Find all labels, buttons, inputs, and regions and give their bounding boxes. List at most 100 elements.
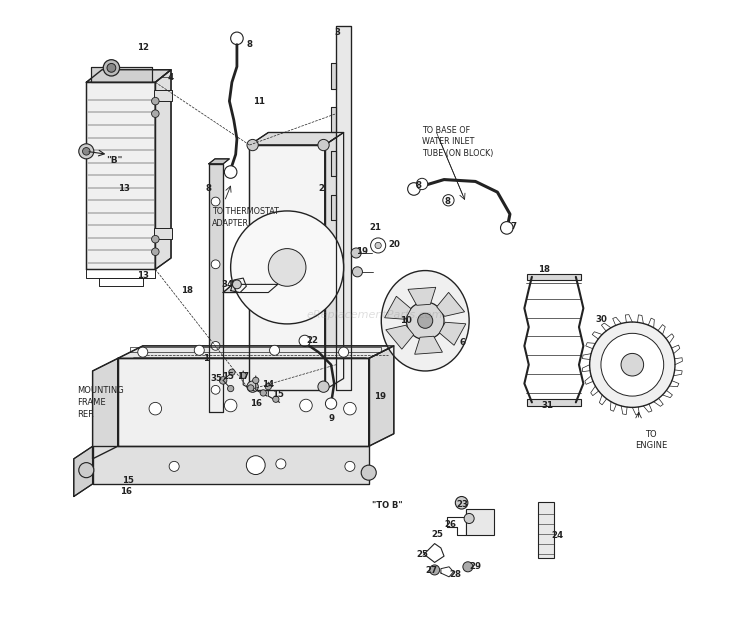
- Polygon shape: [325, 133, 344, 390]
- Polygon shape: [527, 274, 580, 280]
- Polygon shape: [386, 325, 414, 349]
- Circle shape: [194, 345, 204, 355]
- Circle shape: [224, 399, 237, 412]
- Circle shape: [253, 377, 259, 384]
- Text: 23: 23: [457, 499, 469, 508]
- Text: "TO B": "TO B": [372, 501, 403, 510]
- Text: "B": "B": [106, 156, 123, 165]
- Text: 15: 15: [122, 476, 134, 486]
- Polygon shape: [250, 145, 325, 390]
- Text: 9: 9: [328, 413, 334, 423]
- Circle shape: [211, 386, 220, 394]
- Text: 22: 22: [306, 337, 318, 345]
- Circle shape: [152, 110, 159, 118]
- Text: 29: 29: [470, 562, 482, 571]
- Polygon shape: [369, 346, 394, 447]
- Text: 27: 27: [425, 566, 437, 575]
- Polygon shape: [331, 64, 336, 89]
- Circle shape: [229, 369, 235, 376]
- Polygon shape: [92, 67, 152, 82]
- Text: 13: 13: [118, 184, 130, 194]
- Circle shape: [269, 345, 280, 355]
- Circle shape: [601, 333, 664, 396]
- Text: eReplacementParts.com: eReplacementParts.com: [307, 309, 443, 320]
- Circle shape: [152, 97, 159, 105]
- Circle shape: [345, 461, 355, 471]
- Bar: [154, 90, 172, 101]
- Circle shape: [463, 562, 473, 572]
- Polygon shape: [74, 447, 92, 496]
- Circle shape: [318, 140, 329, 151]
- Circle shape: [352, 267, 362, 277]
- Circle shape: [231, 32, 243, 45]
- Circle shape: [621, 353, 644, 376]
- Text: TO BASE OF
WATER INLET
TUBE (ON BLOCK): TO BASE OF WATER INLET TUBE (ON BLOCK): [422, 126, 494, 159]
- Circle shape: [442, 194, 454, 206]
- Circle shape: [418, 313, 433, 328]
- Text: 12: 12: [136, 43, 148, 52]
- Text: 11: 11: [253, 97, 265, 106]
- Text: 8: 8: [206, 184, 212, 194]
- Circle shape: [326, 398, 337, 409]
- Circle shape: [248, 385, 254, 391]
- Polygon shape: [250, 133, 344, 145]
- Polygon shape: [408, 287, 436, 305]
- Text: 21: 21: [369, 223, 381, 232]
- Bar: [154, 228, 172, 239]
- Text: 15: 15: [272, 391, 284, 399]
- Polygon shape: [86, 82, 155, 269]
- Text: 18: 18: [538, 265, 550, 274]
- Circle shape: [232, 280, 242, 289]
- Circle shape: [240, 372, 246, 379]
- Circle shape: [219, 377, 227, 384]
- Text: 17: 17: [237, 372, 249, 381]
- Circle shape: [299, 335, 310, 347]
- Text: 10: 10: [400, 316, 412, 325]
- Polygon shape: [118, 359, 369, 447]
- Text: MOUNTING
FRAME
REF.: MOUNTING FRAME REF.: [77, 386, 124, 419]
- Circle shape: [152, 235, 159, 243]
- Polygon shape: [415, 337, 442, 354]
- Text: 18: 18: [181, 286, 193, 295]
- Circle shape: [273, 396, 279, 403]
- Text: 1: 1: [202, 354, 208, 363]
- Polygon shape: [155, 70, 171, 269]
- Circle shape: [79, 144, 94, 159]
- Circle shape: [406, 302, 444, 340]
- Text: 31: 31: [542, 401, 554, 410]
- Text: 15: 15: [221, 372, 233, 381]
- Circle shape: [247, 140, 258, 151]
- Circle shape: [107, 64, 116, 72]
- Text: 34: 34: [221, 280, 233, 289]
- Circle shape: [211, 197, 220, 206]
- Text: 16: 16: [120, 487, 132, 496]
- Bar: [538, 501, 554, 558]
- Text: 35: 35: [211, 374, 223, 383]
- Circle shape: [455, 496, 468, 509]
- Text: 2: 2: [319, 184, 325, 194]
- Text: 19: 19: [356, 247, 368, 256]
- Polygon shape: [92, 447, 369, 484]
- Circle shape: [227, 386, 234, 392]
- Circle shape: [276, 459, 286, 469]
- Polygon shape: [209, 159, 230, 164]
- Circle shape: [79, 462, 94, 477]
- Text: 16: 16: [250, 399, 262, 408]
- Circle shape: [408, 182, 420, 195]
- Text: TO
ENGINE: TO ENGINE: [635, 430, 668, 450]
- Bar: [466, 509, 494, 535]
- Circle shape: [362, 465, 376, 480]
- Circle shape: [300, 399, 312, 412]
- Text: 25: 25: [416, 550, 428, 559]
- Circle shape: [211, 342, 220, 350]
- Circle shape: [224, 166, 237, 178]
- Text: 8: 8: [247, 40, 253, 49]
- Circle shape: [318, 381, 329, 392]
- Text: 6: 6: [460, 338, 466, 347]
- Circle shape: [430, 565, 439, 575]
- Circle shape: [370, 238, 386, 253]
- Circle shape: [500, 221, 513, 234]
- Polygon shape: [385, 296, 411, 320]
- Polygon shape: [331, 195, 336, 220]
- Polygon shape: [436, 292, 464, 316]
